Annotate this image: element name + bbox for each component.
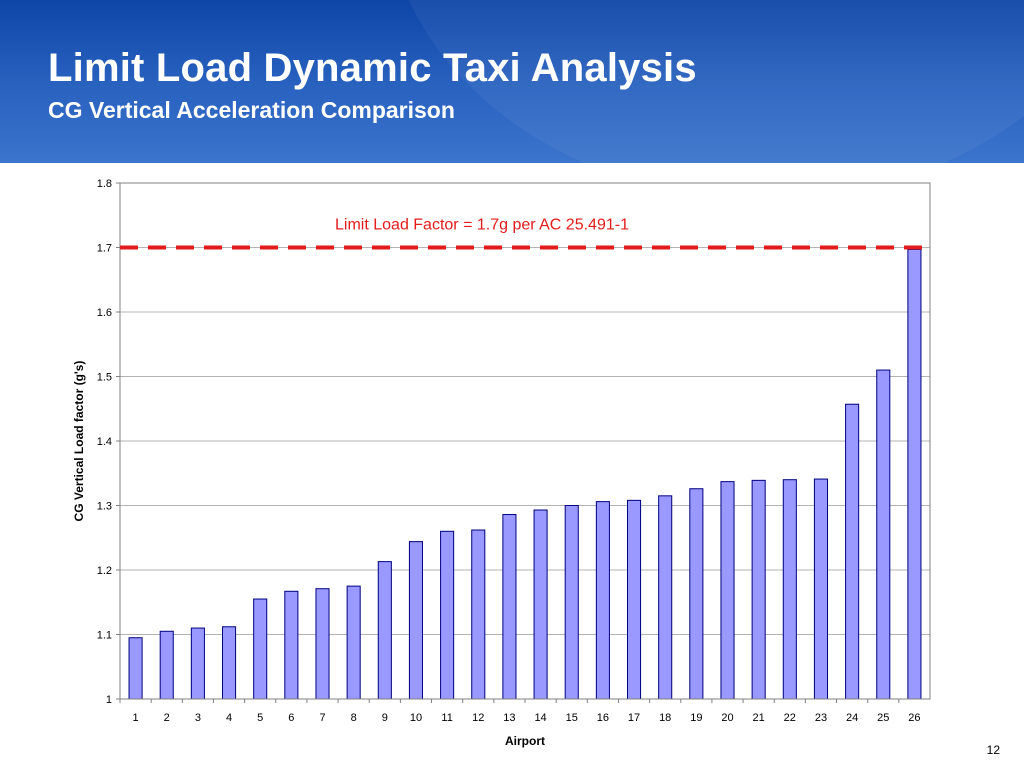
- y-tick-label: 1: [106, 694, 112, 706]
- bar-airport-16: [595, 501, 610, 700]
- y-tick-label: 1.7: [97, 243, 112, 255]
- bar-airport-5: [253, 598, 268, 700]
- x-tick-label: 11: [441, 712, 452, 724]
- x-tick-label: 3: [195, 712, 201, 724]
- y-tick-label: 1.4: [97, 436, 112, 448]
- bar-airport-24: [845, 403, 860, 700]
- bar-airport-23: [813, 478, 829, 700]
- y-tick-label: 1.2: [97, 565, 112, 577]
- x-tick-label: 15: [566, 712, 578, 724]
- bar-airport-7: [315, 588, 330, 700]
- bar-airport-26: [907, 248, 922, 700]
- bar-airport-13: [502, 514, 517, 700]
- x-tick-label: 5: [257, 712, 263, 724]
- slide-title: Limit Load Dynamic Taxi Analysis: [48, 46, 697, 90]
- bar-airport-25: [876, 369, 891, 700]
- x-axis-label: Airport: [505, 734, 545, 748]
- x-tick-label: 8: [351, 712, 357, 724]
- x-tick-label: 2: [164, 712, 170, 724]
- y-tick-label: 1.8: [97, 178, 112, 190]
- bar-airport-10: [408, 541, 424, 700]
- x-tick-label: 24: [846, 712, 858, 724]
- bar-airport-17: [626, 499, 642, 700]
- bar-airport-22: [782, 479, 797, 700]
- x-tick-label: 19: [690, 712, 702, 724]
- plot-border: [119, 182, 931, 700]
- bar-airport-9: [377, 561, 392, 700]
- y-tick-label: 1.3: [97, 501, 112, 513]
- y-tick-label: 1.1: [97, 630, 112, 642]
- x-tick-label: 9: [382, 712, 388, 724]
- x-tick-label: 1: [133, 712, 139, 724]
- bar-airport-19: [689, 488, 704, 700]
- bar-airport-12: [471, 529, 486, 700]
- x-tick-label: 6: [288, 712, 294, 724]
- bar-airport-6: [284, 590, 299, 700]
- bar-chart: 11.11.21.31.41.51.61.71.81 2 3 4 5 6 7 8 9 10 11 12…: [72, 178, 931, 748]
- x-tick-label: 17: [628, 712, 640, 724]
- bar-airport-11: [440, 530, 455, 700]
- bar-airport-4: [221, 626, 237, 700]
- x-tick-label: 10: [410, 712, 422, 724]
- slide-header: Limit Load Dynamic Taxi Analysis CG Vert…: [0, 0, 1024, 163]
- x-tick-label: 16: [597, 712, 609, 724]
- x-tick-label: 4: [226, 712, 232, 724]
- x-tick-label: 13: [503, 712, 515, 724]
- x-tick-label: 7: [319, 712, 325, 724]
- slide-subtitle: CG Vertical Acceleration Comparison: [48, 97, 455, 123]
- x-tick-label: 26: [908, 712, 920, 724]
- bar-airport-2: [159, 630, 174, 700]
- page-number: 12: [986, 743, 1000, 757]
- bar-airport-18: [658, 495, 673, 700]
- x-tick-label: 25: [877, 712, 889, 724]
- x-tick-label: 23: [815, 712, 827, 724]
- x-tick-label: 14: [534, 712, 546, 724]
- y-tick-label: 1.6: [97, 307, 112, 319]
- y-tick-label: 1.5: [97, 372, 112, 384]
- x-tick-label: 20: [721, 712, 733, 724]
- bar-airport-21: [751, 479, 766, 700]
- bar-airport-8: [346, 585, 361, 700]
- bar-airport-1: [128, 637, 143, 700]
- x-tick-label: 18: [659, 712, 671, 724]
- bar-airport-14: [533, 509, 548, 700]
- bar-airport-15: [564, 505, 579, 700]
- x-tick-label: 22: [784, 712, 796, 724]
- x-tick-label: 12: [472, 712, 484, 724]
- bar-airport-20: [720, 481, 735, 700]
- bar-airport-3: [190, 627, 205, 700]
- x-tick-label: 21: [753, 712, 765, 724]
- y-axis-label: CG Vertical Load factor (g's): [72, 361, 86, 522]
- limit-load-annotation: Limit Load Factor = 1.7g per AC 25.491-1: [335, 217, 629, 234]
